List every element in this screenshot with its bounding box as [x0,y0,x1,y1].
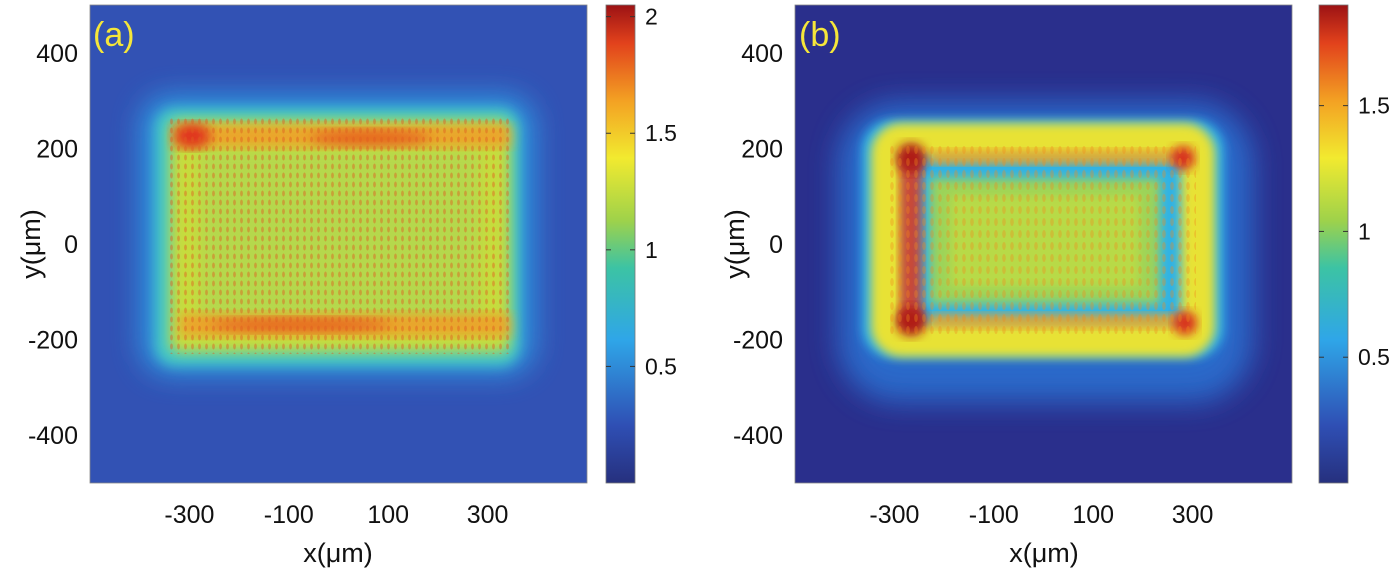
heatmap-b-speckle [890,142,1196,338]
x-tick-label-b: 100 [1072,501,1114,529]
panel-label-a: (a) [93,16,135,54]
colorbar-a [605,4,636,484]
x-tick-label-a: -100 [264,501,314,529]
colorbar-tick-label-a: 0.5 [645,353,677,379]
colorbar-tick-label-b: 0.5 [1358,344,1390,370]
colorbar-tick-label-a: 1 [645,237,658,263]
x-tick-label-a: -300 [164,501,214,529]
y-tick-label-a: 200 [36,135,78,163]
colorbar-tick-label-b: 1.5 [1358,93,1390,119]
colorbar-tick-label-b: 1 [1358,218,1371,244]
y-axis-label-b: y(μm) [720,209,750,279]
x-tick-label-b: -100 [969,501,1019,529]
x-axis-label-b: x(μm) [1009,538,1079,568]
x-tick-label-a: 300 [467,501,509,529]
axes-b: -300 -100 100 300 400 200 0 -200 -400 [733,40,1214,529]
y-axis-label-a: y(μm) [16,209,46,279]
heatmap-b-frame [871,123,1215,357]
panel-label-b: (b) [799,16,841,54]
y-tick-label-b: 400 [741,40,783,68]
y-tick-label-b: 0 [769,231,783,259]
x-tick-label-a: 100 [367,501,409,529]
y-tick-label-b: 200 [741,135,783,163]
x-tick-label-b: 300 [1172,501,1214,529]
y-tick-label-a: 400 [36,40,78,68]
axes-a: -300 -100 100 300 400 200 0 -200 -400 [28,40,509,529]
colorbar-b [1318,4,1349,484]
x-tick-label-b: -300 [869,501,919,529]
heatmap-a-speckle [168,118,513,354]
plot-frame-b [794,4,1293,484]
colorbar-tick-label-a: 2 [645,4,658,30]
x-axis-label-a: x(μm) [303,538,373,568]
colorbar-ticks-a: 0.5 1 1.5 2 [606,4,677,379]
y-tick-label-a: 0 [64,231,78,259]
y-tick-label-b: -400 [733,422,783,450]
colorbar-tick-label-a: 1.5 [645,120,677,146]
colorbar-ticks-b: 0.5 1 1.5 [1319,93,1390,370]
y-tick-label-a: -200 [28,327,78,355]
y-tick-label-b: -200 [733,327,783,355]
plot-frame-a [89,4,588,484]
y-tick-label-a: -400 [28,422,78,450]
